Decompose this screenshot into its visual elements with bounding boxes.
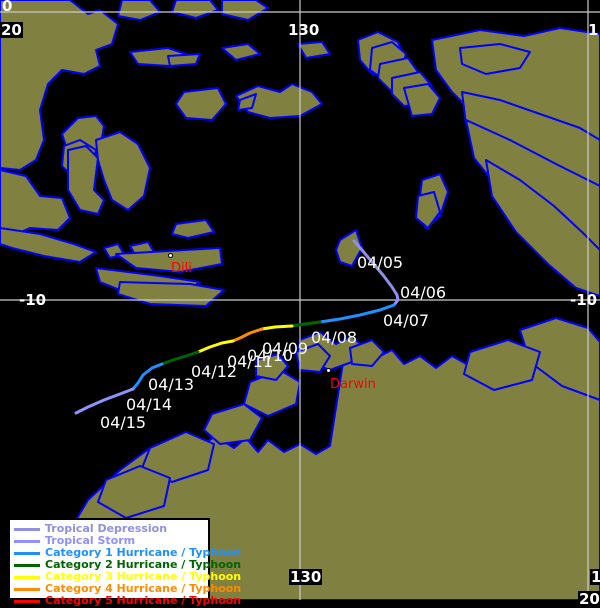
track-date-label: 04/06 xyxy=(400,283,447,302)
track-segment xyxy=(131,362,164,391)
legend-item-label: Category 4 Hurricane / Typhoon xyxy=(45,582,242,595)
track-date-label: 04/09 xyxy=(262,339,309,358)
track-date-label: 04/10 xyxy=(247,346,294,365)
track-date-label: 04/11 xyxy=(227,352,274,371)
legend-item: Tropical Storm xyxy=(14,535,204,547)
grid-label-bottom-center: 130 xyxy=(289,568,323,586)
legend-color-swatch-icon xyxy=(14,587,40,591)
grid-label-top-center: 130 xyxy=(288,21,320,39)
legend-item: Category 4 Hurricane / Typhoon xyxy=(14,583,241,595)
grid-label-left-top: 20 xyxy=(0,21,23,39)
grid-label-left-middle: -10 xyxy=(19,291,47,309)
legend-color-swatch-icon xyxy=(14,575,40,579)
city-label: Dili xyxy=(171,261,192,276)
legend-color-swatch-icon xyxy=(14,539,40,543)
legend-item-label: Category 2 Hurricane / Typhoon xyxy=(45,558,242,571)
legend-color-swatch-icon xyxy=(14,527,40,531)
track-segment xyxy=(392,293,400,307)
track-segment xyxy=(318,303,396,324)
legend-item-label: Category 5 Hurricane / Typhoon xyxy=(45,594,242,607)
legend-item: Category 3 Hurricane / Typhoon xyxy=(14,571,241,583)
track-date-label: 04/14 xyxy=(126,395,173,414)
track-date-label: 04/13 xyxy=(148,375,195,394)
city-dot-icon xyxy=(168,253,173,258)
track-segment xyxy=(160,350,200,366)
grid-label-right-middle: -10 xyxy=(570,291,598,309)
track-segment xyxy=(260,324,294,331)
legend-panel: Tropical Depression Tropical Storm Categor… xyxy=(8,518,241,607)
legend-item-label: Category 1 Hurricane / Typhoon xyxy=(45,546,242,559)
track-segment xyxy=(74,387,135,415)
track-segment xyxy=(290,320,322,328)
track-date-label: 04/15 xyxy=(100,413,147,432)
track-date-label: 04/07 xyxy=(383,311,430,330)
track-date-label: 04/08 xyxy=(311,328,358,347)
city-dot-icon xyxy=(326,368,331,373)
legend-item: Category 5 Hurricane / Typhoon xyxy=(14,595,241,607)
city-label: Darwin xyxy=(330,377,376,392)
legend-item-label: Tropical Depression xyxy=(45,522,168,535)
storm-track xyxy=(74,239,400,415)
track-date-label: 04/12 xyxy=(191,362,238,381)
legend-item: Category 1 Hurricane / Typhoon xyxy=(14,547,241,559)
track-segment xyxy=(196,339,235,354)
grid-label-top-left: 0 xyxy=(2,0,13,15)
legend-color-swatch-icon xyxy=(14,551,40,555)
grid-label-top-right: 1 xyxy=(588,21,599,39)
legend-color-swatch-icon xyxy=(14,563,40,567)
legend-item-label: Category 3 Hurricane / Typhoon xyxy=(45,570,242,583)
track-segment xyxy=(352,239,399,297)
legend-item: Tropical Depression xyxy=(14,523,204,535)
track-segment xyxy=(231,327,264,343)
track-date-label: 04/05 xyxy=(357,253,404,272)
legend-item-label: Tropical Storm xyxy=(45,534,136,547)
grid-label-bottom-right: 1 xyxy=(590,569,600,585)
legend-item: Category 2 Hurricane / Typhoon xyxy=(14,559,241,571)
grid-label-bottom-right-lat: 20 xyxy=(578,590,600,608)
